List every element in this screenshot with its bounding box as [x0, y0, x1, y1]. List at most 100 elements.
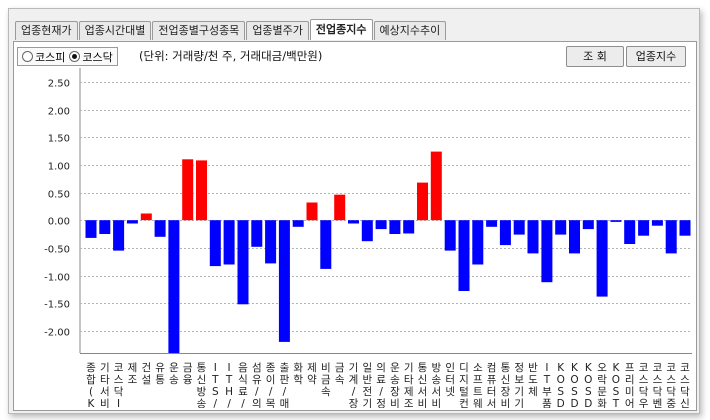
x-tick-label: 락 — [597, 374, 607, 386]
x-tick-label: 제 — [128, 362, 138, 374]
x-tick-label: 약 — [307, 374, 317, 386]
x-tick-label: S — [212, 386, 219, 398]
x-tick-label: 닥 — [666, 386, 676, 398]
x-tick-label: 코 — [680, 362, 690, 374]
x-tick-label: 금 — [335, 362, 345, 374]
x-tick-label: 정 — [376, 398, 386, 408]
x-tick-label: 송 — [169, 374, 179, 386]
x-tick-label: 방 — [431, 362, 441, 374]
bar — [499, 220, 511, 246]
x-tick-label: 비 — [418, 398, 428, 408]
x-tick-label: 서 — [487, 398, 497, 408]
x-tick-label: 계 — [349, 374, 359, 386]
x-tick-label: 목 — [266, 398, 276, 408]
y-tick-label: -1.00 — [44, 273, 70, 284]
x-tick-label: 스 — [639, 374, 649, 386]
x-tick-label: / — [214, 398, 218, 408]
x-tick-label: 스 — [666, 374, 676, 386]
x-tick-label: / — [227, 398, 231, 408]
x-tick-label: S — [571, 386, 578, 398]
x-tick-label: 장 — [349, 398, 359, 408]
x-tick-label: 서 — [431, 386, 441, 398]
x-tick-label: 기 — [514, 386, 524, 398]
sector-index-button[interactable]: 업종지수 — [626, 46, 686, 67]
x-tick-label: D — [570, 398, 578, 408]
x-tick-label: 금 — [321, 374, 331, 386]
x-tick-label: 퓨 — [487, 374, 497, 386]
bar — [430, 151, 442, 221]
bar — [140, 213, 152, 221]
x-tick-label: / — [352, 386, 356, 398]
x-tick-label: 코 — [114, 362, 124, 374]
radio-kosdaq[interactable]: 코스닥 — [69, 49, 113, 65]
x-tick-label: 지 — [459, 374, 469, 386]
x-tick-label: 인 — [445, 362, 455, 374]
x-tick-label: 화 — [293, 362, 303, 374]
x-tick-label: 부 — [542, 386, 552, 398]
radio-kospi[interactable]: 코스피 — [22, 49, 65, 65]
x-tick-label: 종 — [86, 362, 96, 374]
bar — [610, 220, 622, 222]
sector-change-chart: 2.50 2.00 1.50 1.00 0.50 0.00 -0.50 -1.00 -1.50 -… — [14, 68, 696, 408]
x-tick-label: 신 — [680, 398, 690, 408]
x-tick-label: 웨 — [473, 398, 483, 408]
x-tick-label: 매 — [280, 398, 290, 408]
x-tick-label: 료 — [238, 386, 248, 398]
bar — [99, 220, 111, 234]
tab-sector-by-time[interactable]: 업종시간대별 — [78, 21, 152, 40]
x-tick-label: 반 — [362, 374, 372, 386]
x-tick-label: / — [255, 386, 259, 398]
bar — [320, 220, 332, 269]
bar — [624, 220, 636, 244]
x-tick-label: I — [117, 398, 120, 408]
bar — [458, 220, 470, 291]
tab-sector-stock-prices[interactable]: 업종별주가 — [246, 21, 309, 40]
bar — [348, 220, 359, 224]
x-tick-label: 통 — [501, 362, 511, 374]
x-tick-label: T — [211, 374, 219, 386]
bar — [444, 220, 456, 251]
x-tick-label: 기 — [100, 362, 110, 374]
x-tick-label: 전 — [362, 386, 372, 398]
tab-sector-price[interactable]: 업종현재가 — [15, 21, 78, 40]
bar — [486, 220, 498, 227]
x-tick-label: 비 — [390, 398, 400, 408]
bar — [651, 220, 663, 226]
x-tick-label: 중 — [666, 398, 676, 408]
x-tick-label: 합 — [86, 374, 96, 386]
bar — [168, 220, 180, 353]
x-tick-label: 프 — [625, 362, 635, 374]
x-tick-label: 제 — [307, 362, 317, 374]
query-button[interactable]: 조 회 — [566, 46, 624, 67]
x-tick-label: 서 — [418, 386, 428, 398]
x-tick-label: 비 — [100, 398, 110, 408]
x-tick-label: 도 — [528, 374, 538, 386]
bar — [292, 220, 304, 227]
x-tick-label: 판 — [280, 374, 290, 386]
tab-all-sector-index[interactable]: 전업종지수 — [309, 19, 373, 40]
x-tick-label: S — [557, 386, 564, 398]
x-tick-label: 신 — [197, 374, 207, 386]
x-tick-label: 섬 — [252, 362, 262, 374]
x-tick-label: 스 — [114, 374, 124, 386]
tab-sector-constituents[interactable]: 전업종별구성종목 — [152, 21, 246, 40]
tab-expected-index-trend[interactable]: 예상지수추이 — [373, 21, 447, 40]
x-tick-label: 장 — [390, 386, 400, 398]
tab-panel: 코스피 코스닥 (단위: 거래량/천 주, 거래대금/백만원) 조 회 업종지수… — [13, 41, 697, 411]
bar — [265, 220, 277, 264]
x-tick-label: 조 — [404, 398, 414, 408]
x-tick-label: 신 — [418, 374, 428, 386]
x-tick-label: 프 — [473, 374, 483, 386]
x-tick-label: 의 — [376, 362, 386, 374]
bar — [223, 220, 235, 265]
x-tick-label: 방 — [197, 386, 207, 398]
x-tick-label: K — [612, 362, 620, 374]
x-tick-label: / — [379, 386, 383, 398]
y-tick-label: 2.00 — [48, 107, 70, 118]
x-tick-label: 컴 — [487, 362, 497, 374]
bar — [251, 220, 263, 247]
x-tick-label: 속 — [321, 386, 331, 398]
bar — [154, 220, 166, 237]
bar-chart: 2.50 2.00 1.50 1.00 0.50 0.00 -0.50 -1.00 -1.50 -… — [44, 68, 692, 408]
x-tick-label: 학 — [293, 374, 303, 386]
